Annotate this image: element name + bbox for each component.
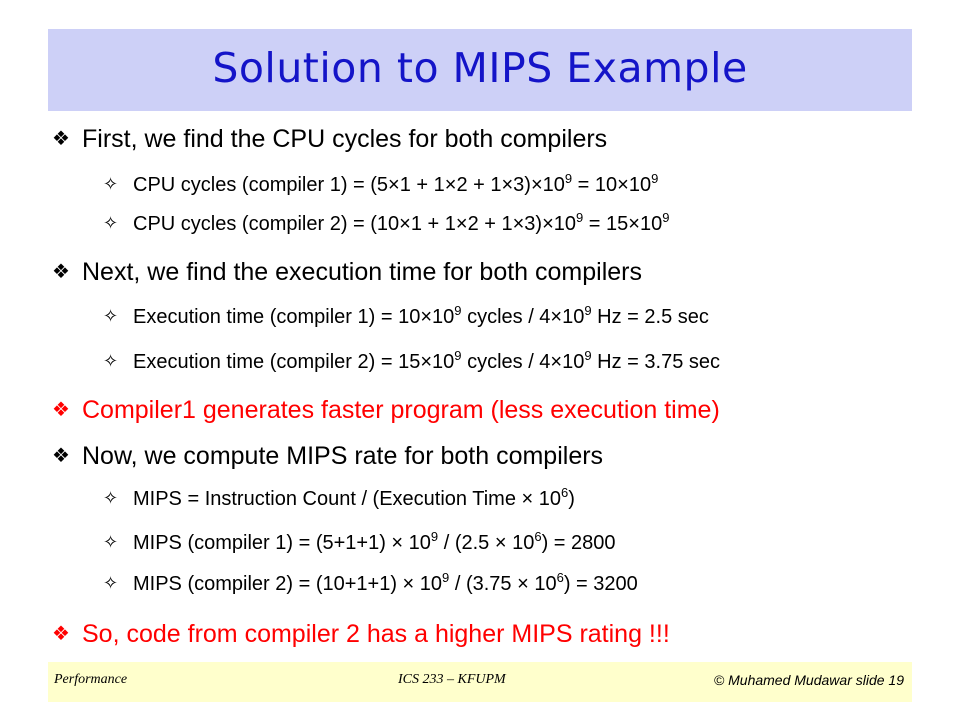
bullet-item-4: ❖ Now, we compute MIPS rate for both comp…: [52, 441, 603, 470]
star-bullet-icon: ✧: [103, 351, 119, 372]
bullet-item-5: ❖ So, code from compiler 2 has a higher M…: [52, 619, 670, 648]
sub-bullet-item: ✧ Execution time (compiler 1) = 10×109 cy…: [103, 303, 709, 328]
slide-title: Solution to MIPS Example: [212, 44, 748, 92]
sub-bullet-item: ✧ MIPS (compiler 2) = (10+1+1) × 109 / (3…: [103, 570, 638, 595]
footer-course: ICS 233 – KFUPM: [398, 672, 506, 687]
title-bar: Solution to MIPS Example: [48, 29, 912, 111]
diamond-bullet-icon: ❖: [52, 259, 70, 283]
diamond-bullet-icon: ❖: [52, 621, 70, 645]
diamond-bullet-icon: ❖: [52, 443, 70, 467]
bullet-item-1: ❖ First, we find the CPU cycles for both …: [52, 124, 607, 153]
star-bullet-icon: ✧: [103, 174, 119, 195]
bullet-text: Now, we compute MIPS rate for both compi…: [82, 442, 604, 470]
sub-bullet-item: ✧ MIPS = Instruction Count / (Execution T…: [103, 485, 575, 510]
footer-bar: Performance ICS 233 – KFUPM © Muhamed Mu…: [48, 662, 912, 702]
star-bullet-icon: ✧: [103, 488, 119, 509]
star-bullet-icon: ✧: [103, 573, 119, 594]
bullet-item-2: ❖ Next, we find the execution time for bo…: [52, 257, 642, 286]
diamond-bullet-icon: ❖: [52, 397, 70, 421]
sub-bullet-item: ✧ Execution time (compiler 2) = 15×109 cy…: [103, 348, 720, 373]
sub-bullet-item: ✧ MIPS (compiler 1) = (5+1+1) × 109 / (2.…: [103, 529, 616, 554]
star-bullet-icon: ✧: [103, 213, 119, 234]
star-bullet-icon: ✧: [103, 532, 119, 553]
bullet-text: First, we find the CPU cycles for both c…: [82, 125, 608, 153]
bullet-text: Compiler1 generates faster program (less…: [82, 396, 720, 424]
bullet-text: Next, we find the execution time for bot…: [82, 258, 642, 286]
star-bullet-icon: ✧: [103, 306, 119, 327]
footer-topic: Performance: [54, 672, 128, 687]
footer-author-slide-number: © Muhamed Mudawar slide 19: [713, 672, 904, 688]
diamond-bullet-icon: ❖: [52, 126, 70, 150]
sub-bullet-item: ✧ CPU cycles (compiler 2) = (10×1 + 1×2 +…: [103, 210, 670, 235]
bullet-text: So, code from compiler 2 has a higher MI…: [82, 620, 670, 648]
sub-bullet-item: ✧ CPU cycles (compiler 1) = (5×1 + 1×2 + …: [103, 171, 659, 196]
bullet-item-3: ❖ Compiler1 generates faster program (les…: [52, 395, 720, 424]
